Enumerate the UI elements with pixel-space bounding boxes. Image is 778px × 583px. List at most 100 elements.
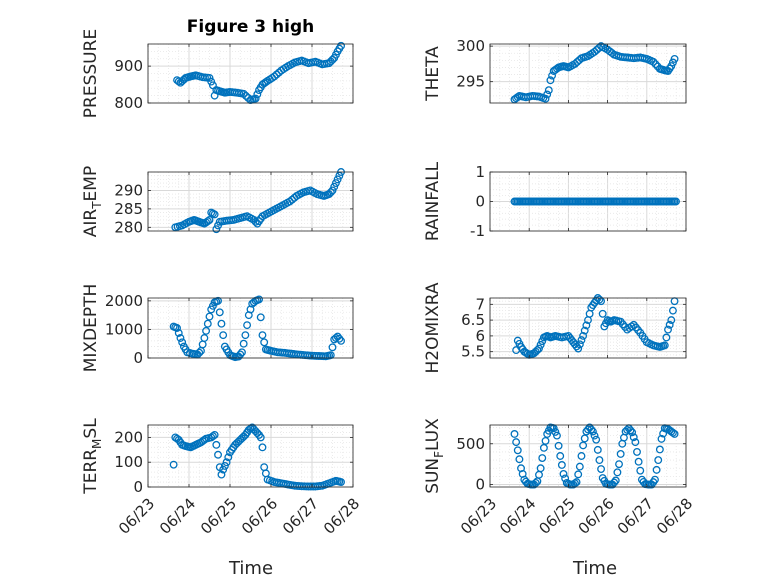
panel-8-data-point xyxy=(595,456,604,465)
panel-8-data-point xyxy=(541,436,550,445)
panel-5-data-point xyxy=(326,351,335,360)
panel-8-data-point xyxy=(559,470,568,478)
panel-8-data-point xyxy=(588,427,597,436)
panel-8-data-point xyxy=(551,427,560,436)
panel-8-data-point xyxy=(554,441,563,450)
panel-2-data-point xyxy=(670,54,679,63)
panel-3-data-point xyxy=(333,175,342,184)
panel-4: -1 0 1 RAINFALL xyxy=(423,161,687,241)
panel-1-data-point xyxy=(272,70,281,79)
panel-3-series xyxy=(171,168,345,234)
panel-7-y-axis-label: TERRMSL xyxy=(81,418,104,495)
panel-5-data-point xyxy=(205,312,214,321)
panel-7-data-point xyxy=(337,478,345,486)
panel-1-data-point xyxy=(174,77,183,86)
panel-2-data-point xyxy=(541,94,550,103)
panel-5-data-point xyxy=(176,334,185,342)
panel-8-data-point xyxy=(531,478,540,487)
panel-8-y-axis-label: SUNFLUX xyxy=(423,418,446,494)
panel-7-data-point xyxy=(217,470,226,479)
panel-5-data-point xyxy=(335,334,344,343)
panel-4-data-point xyxy=(672,197,680,206)
panel-6-data-point xyxy=(665,320,674,329)
panel-3-axes-box xyxy=(147,171,354,232)
x-axis-label-left: Time xyxy=(228,558,273,579)
panel-3-data-point xyxy=(212,225,221,234)
panel-2-data-point xyxy=(543,90,552,99)
panel-3-ytick-label: 285 xyxy=(114,200,143,218)
panel-4-ylabel-main: RAINFALL xyxy=(423,161,443,241)
panel-8-data-point xyxy=(590,431,599,440)
panel-5-data-point xyxy=(178,338,187,347)
panel-1-data-point xyxy=(253,90,262,99)
panel-8-data-point xyxy=(587,425,596,434)
panel-1-y-axis-label: PRESSURE xyxy=(81,29,101,118)
panel-8-data-point xyxy=(557,461,566,469)
panel-8-data-point xyxy=(597,465,606,473)
panel-8-data-point xyxy=(575,462,584,471)
panel-4-ytick-label: 1 xyxy=(475,163,485,181)
panel-3-data-point xyxy=(326,188,335,197)
panel-8-data-point xyxy=(553,431,561,440)
panel-5-data-point xyxy=(202,326,211,335)
panel-6-ylabel-main: H2OMIXRA xyxy=(423,282,443,373)
panel-7-data-point xyxy=(219,465,228,474)
panel-8-data-point xyxy=(536,464,545,473)
panel-7-data-point xyxy=(169,460,178,469)
panel-2-data-point xyxy=(544,86,553,95)
panel-8-data-point xyxy=(574,470,583,479)
panel-3-data-point xyxy=(205,215,214,224)
panel-7-data-point xyxy=(224,453,233,462)
panel-7-data-point xyxy=(212,440,221,449)
panel-6-data-point xyxy=(598,309,607,318)
panel-8-data-point xyxy=(611,476,620,485)
panel-5-data-point xyxy=(260,338,269,347)
panel-2-data-point xyxy=(546,76,555,85)
panel-7-ytick-label: 0 xyxy=(133,478,143,496)
panel-1-data-point xyxy=(207,77,216,86)
panel-7-data-point xyxy=(258,443,267,452)
panel-4-y-axis-label: RAINFALL xyxy=(423,161,443,241)
panel-4-ytick-label: 0 xyxy=(475,193,485,211)
panel-6-data-point xyxy=(668,306,677,315)
panel-1-data-point xyxy=(205,73,214,82)
panel-8-data-point xyxy=(616,450,625,458)
panel-1-axes-box xyxy=(147,43,354,104)
panel-7-data-point xyxy=(208,432,217,441)
panel-8-data-point xyxy=(668,428,677,437)
panel-7-ylabel-main: TERR xyxy=(81,449,101,495)
panel-6-ytick-label: 7 xyxy=(475,295,485,313)
panel-7-axes-box xyxy=(147,424,354,488)
panel-5-data-point xyxy=(337,336,345,345)
panel-3-ytick-label: 290 xyxy=(114,181,143,199)
panel-6: 5.566.57 H2OMIXRA xyxy=(423,282,687,374)
panel-1-data-point xyxy=(251,94,260,103)
panel-8-data-point xyxy=(626,426,635,435)
panel-2: 295 300 THETA xyxy=(423,37,687,104)
panel-8-series xyxy=(510,423,679,489)
panel-6-data-point xyxy=(664,325,672,334)
panel-8-data-point xyxy=(657,434,666,443)
panel-5-data-point xyxy=(328,343,337,352)
panel-3-data-point xyxy=(210,210,219,219)
panel-5-data-point xyxy=(174,329,183,337)
panel-7-ytick-label: 100 xyxy=(114,453,143,471)
panel-8-ylabel-sub: F xyxy=(432,451,446,458)
panel-2-ylabel-main: THETA xyxy=(423,46,443,102)
panel-1-ytick-label: 800 xyxy=(114,94,143,112)
panel-5-ytick-label: 1000 xyxy=(105,320,143,338)
panel-6-data-point xyxy=(579,331,588,340)
panel-8-data-point xyxy=(655,445,664,454)
panel-6-series xyxy=(512,294,679,359)
panel-2-axes-box xyxy=(489,43,687,104)
panel-3-y-axis-label: AIRTEMP xyxy=(81,166,104,237)
panel-7-series xyxy=(169,423,345,491)
panel-5-data-point xyxy=(239,339,248,348)
panel-8-data-point xyxy=(515,455,524,464)
panel-6-data-point xyxy=(667,316,676,325)
panel-3-data-point xyxy=(328,186,337,195)
panel-2-series xyxy=(510,42,679,104)
panel-6-data-point xyxy=(582,321,591,330)
panel-8-data-point xyxy=(610,478,619,487)
